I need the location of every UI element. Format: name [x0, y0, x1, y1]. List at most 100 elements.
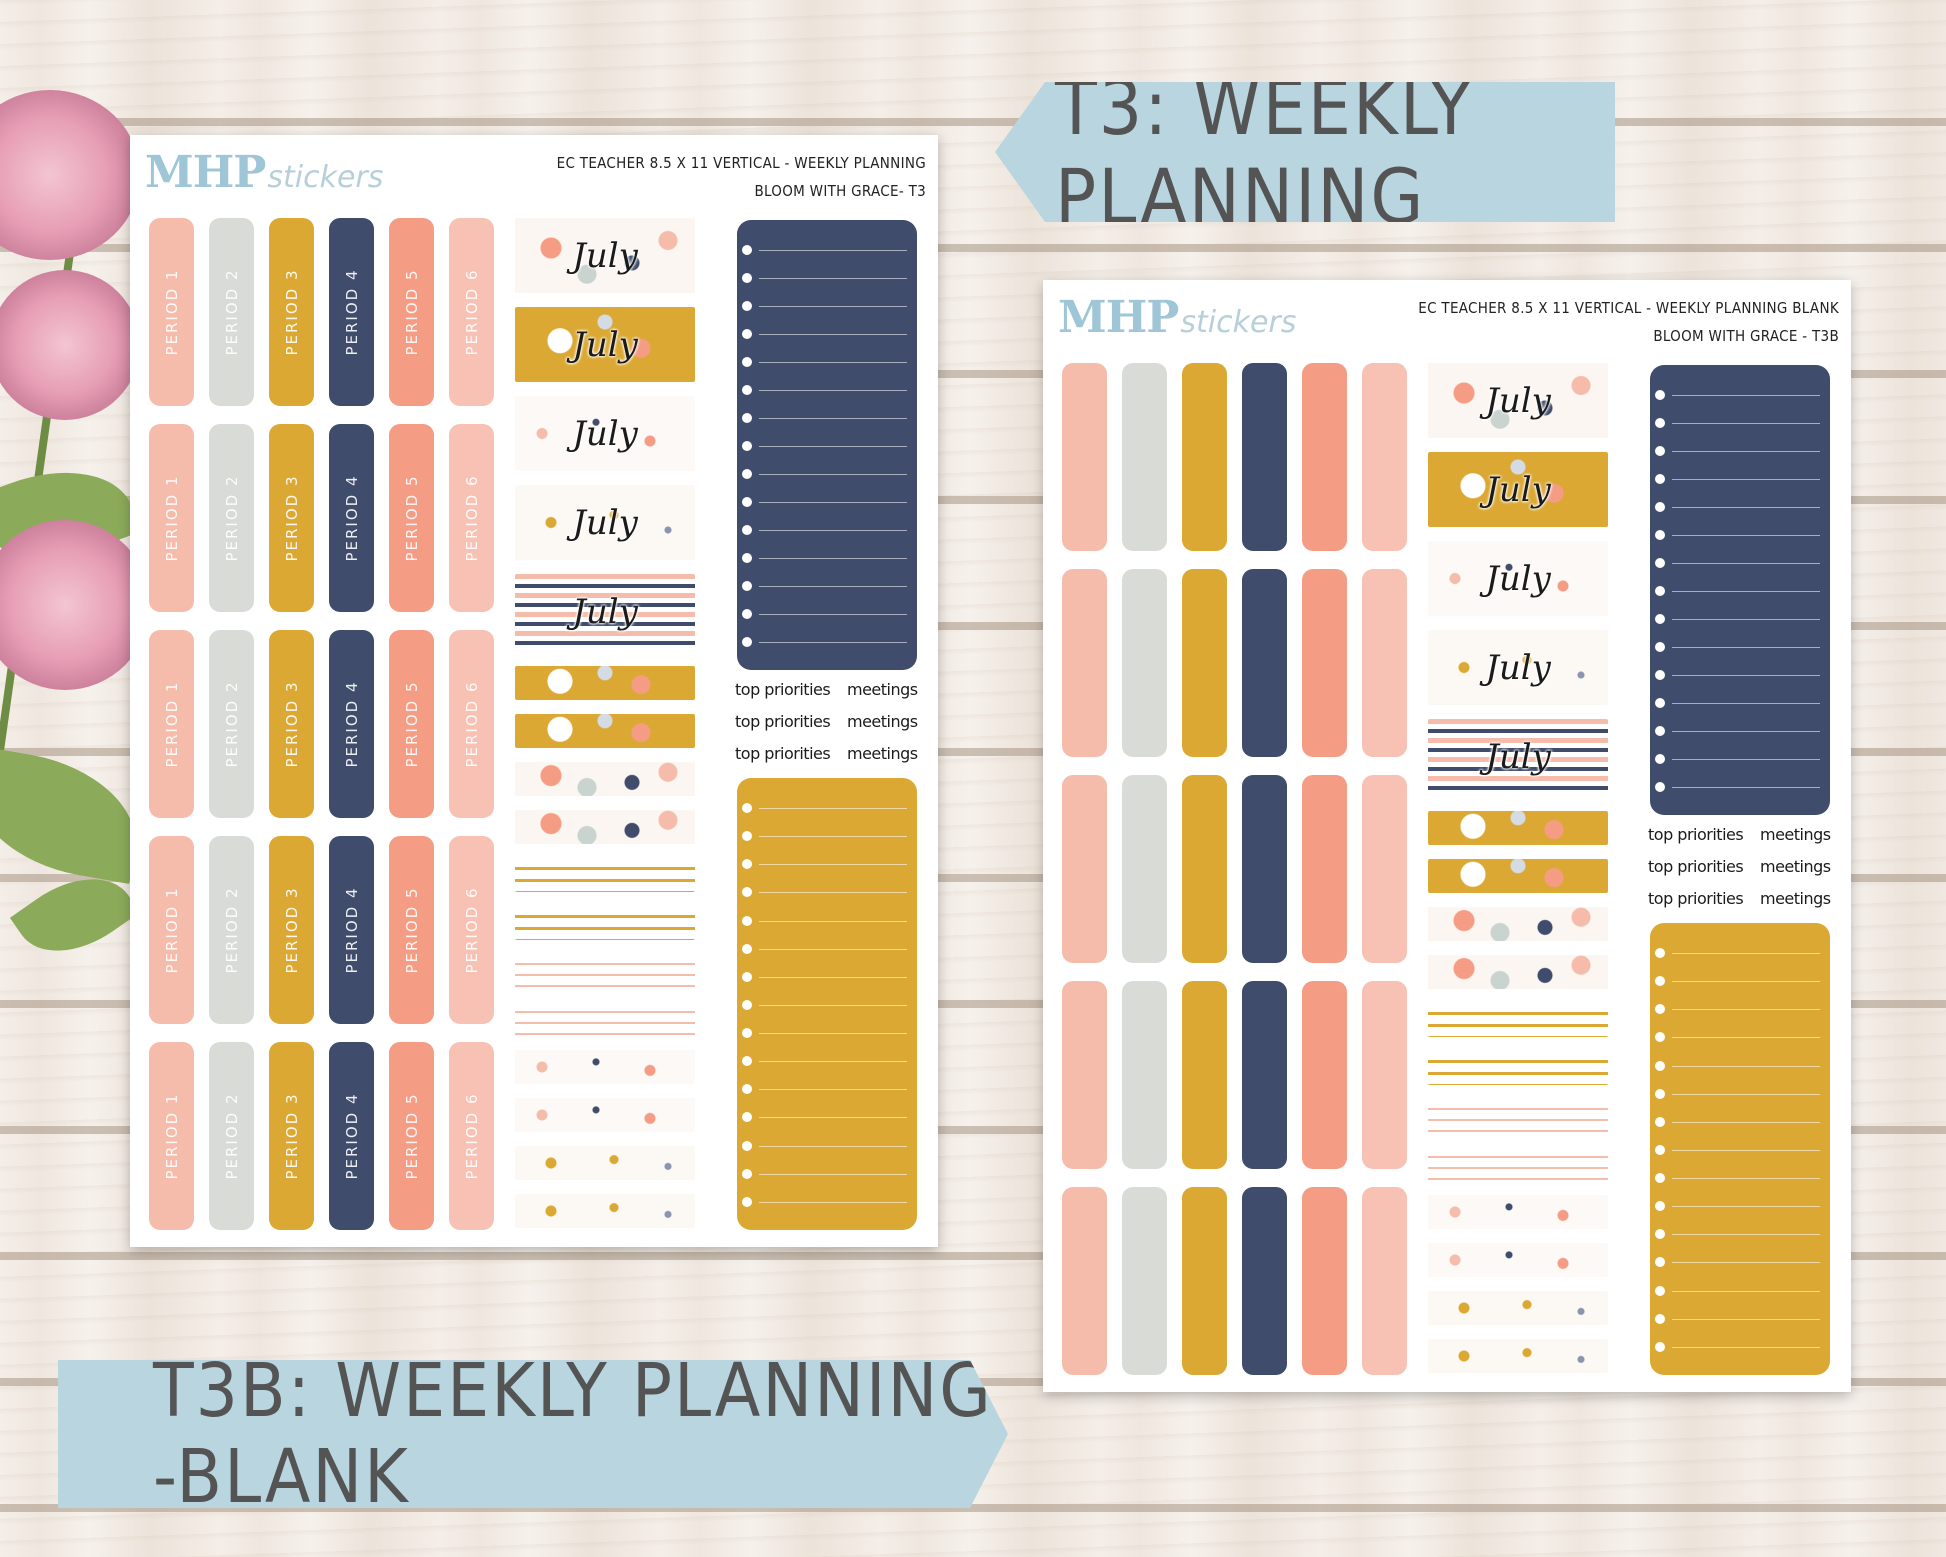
- washi-strip: [1428, 1003, 1608, 1037]
- banner-t3: T3: WEEKLY PLANNING: [995, 82, 1615, 222]
- checklist-line: [1672, 479, 1820, 480]
- period-sticker: PERIOD 3: [269, 1042, 314, 1230]
- meetings-label: meetings: [1760, 825, 1831, 844]
- month-label: July: [1485, 736, 1551, 777]
- period-label: PERIOD 6: [462, 1092, 481, 1180]
- checklist-line: [759, 586, 907, 587]
- period-label: PERIOD 1: [162, 474, 181, 562]
- period-label: PERIOD 4: [342, 680, 361, 768]
- checklist-bullet: [742, 803, 752, 813]
- month-header-strip: July: [515, 307, 695, 382]
- checklist-bullet: [1655, 1060, 1665, 1071]
- checklist-line: [1672, 1009, 1820, 1011]
- brand-logo: MHP stickers: [1058, 292, 1296, 343]
- blank-sticker-grid: [1062, 363, 1407, 1375]
- checklist-line: [1672, 1234, 1820, 1236]
- checklist-bullet: [1655, 390, 1665, 400]
- checklist-line: [759, 1145, 907, 1147]
- checklist-line: [759, 642, 907, 643]
- checklist-bullet: [1655, 1229, 1665, 1240]
- washi-strip: [515, 666, 695, 700]
- top-priorities-label: top priorities: [1648, 857, 1744, 876]
- checklist-bullet: [742, 301, 752, 311]
- meetings-label: meetings: [847, 680, 918, 699]
- period-label: PERIOD 6: [462, 886, 481, 974]
- washi-strip: [1428, 859, 1608, 893]
- checklist-bullet: [742, 943, 752, 954]
- month-label: July: [572, 413, 638, 454]
- checklist-bullet: [1655, 976, 1665, 987]
- period-label: PERIOD 5: [402, 1092, 421, 1180]
- period-sticker: PERIOD 3: [269, 630, 314, 818]
- checklist-line: [759, 278, 907, 279]
- period-label: PERIOD 4: [342, 1092, 361, 1180]
- checklist-bullet: [1655, 1313, 1665, 1324]
- month-header-strip: July: [1428, 363, 1608, 438]
- period-label: PERIOD 6: [462, 268, 481, 356]
- checklist-bullet: [1655, 698, 1665, 708]
- checklist-bullet: [1655, 1144, 1665, 1155]
- banner-t3b: T3B: WEEKLY PLANNING -BLANK: [58, 1360, 1008, 1508]
- blank-sticker: [1242, 363, 1287, 551]
- washi-strip: [1428, 1099, 1608, 1133]
- checklist-line: [1672, 1290, 1820, 1292]
- checklist-bullet: [1655, 558, 1665, 568]
- checklist-bullet: [1655, 1285, 1665, 1296]
- period-sticker: PERIOD 5: [389, 630, 434, 818]
- checklist-line: [759, 1117, 907, 1119]
- checklist-bullet: [1655, 474, 1665, 484]
- period-sticker: PERIOD 5: [389, 836, 434, 1024]
- period-label: PERIOD 1: [162, 680, 181, 768]
- checklist-bullet: [742, 357, 752, 367]
- checklist-line: [1672, 1262, 1820, 1264]
- checklist-bullet: [1655, 530, 1665, 540]
- checklist-line: [1672, 591, 1820, 592]
- checklist-line: [1672, 451, 1820, 452]
- meetings-label: meetings: [1760, 857, 1831, 876]
- blank-sticker: [1302, 569, 1347, 757]
- period-sticker: PERIOD 6: [449, 424, 494, 612]
- checklist-line: [759, 362, 907, 363]
- washi-strip: [515, 906, 695, 940]
- period-label: PERIOD 6: [462, 680, 481, 768]
- checklist-line: [1672, 953, 1820, 954]
- period-sticker: PERIOD 3: [269, 836, 314, 1024]
- checklist-line: [759, 1061, 907, 1063]
- checklist-line: [1672, 535, 1820, 536]
- period-sticker: PERIOD 4: [329, 836, 374, 1024]
- washi-strip: [515, 714, 695, 748]
- month-label: July: [572, 324, 638, 365]
- blank-sticker: [1182, 569, 1227, 757]
- checklist-line: [1672, 619, 1820, 620]
- checklist-bullet: [1655, 1341, 1665, 1352]
- blank-sticker: [1182, 1187, 1227, 1375]
- period-label: PERIOD 5: [402, 474, 421, 562]
- checklist-line: [1672, 1065, 1820, 1067]
- checklist-line: [759, 1201, 907, 1203]
- month-header-strip: July: [1428, 541, 1608, 616]
- month-header-strip: July: [1428, 630, 1608, 705]
- sticker-sheet-t3b: MHP stickers EC TEACHER 8.5 X 11 VERTICA…: [1043, 280, 1851, 1392]
- checklist-bullet: [742, 887, 752, 898]
- checklist-line: [759, 250, 907, 251]
- checklist-bullet: [1655, 642, 1665, 652]
- checklist-line: [1672, 423, 1820, 424]
- period-sticker: PERIOD 1: [149, 630, 194, 818]
- meetings-label: meetings: [1760, 889, 1831, 908]
- month-header-strip: July: [1428, 719, 1608, 794]
- header-strip-column: July July July July July: [1428, 363, 1608, 1373]
- checklist-bullet: [742, 413, 752, 423]
- checklist-bullet: [1655, 1004, 1665, 1015]
- blank-sticker: [1302, 363, 1347, 551]
- month-header-strip: July: [515, 485, 695, 560]
- washi-strip: [1428, 907, 1608, 941]
- period-sticker: PERIOD 5: [389, 424, 434, 612]
- period-label: PERIOD 4: [342, 886, 361, 974]
- sheet-header: EC TEACHER 8.5 X 11 VERTICAL - WEEKLY PL…: [1418, 294, 1839, 350]
- checklist-bullet: [742, 1112, 752, 1123]
- blank-sticker: [1362, 363, 1407, 551]
- checklist-line: [1672, 1093, 1820, 1095]
- checklist-bullet: [1655, 586, 1665, 596]
- blank-sticker: [1122, 363, 1167, 551]
- blank-sticker: [1122, 569, 1167, 757]
